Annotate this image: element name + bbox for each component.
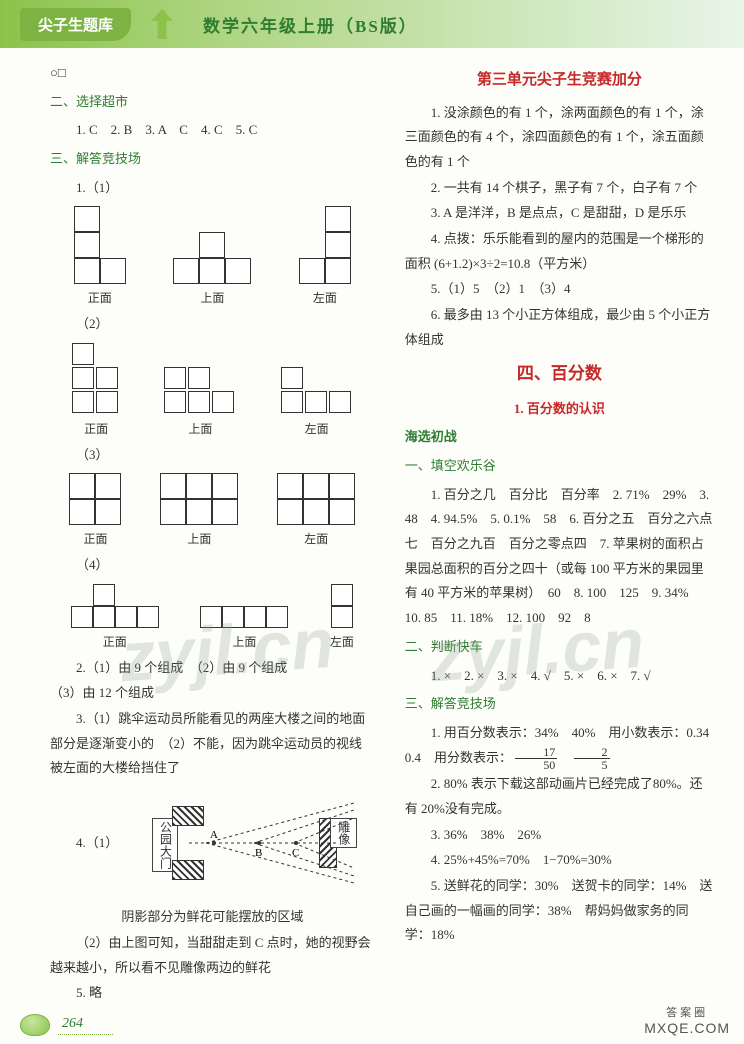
section-2-answers: 1. C 2. B 3. A C 4. C 5. C xyxy=(50,118,375,143)
f3d: 4. 25%+45%=70% 1−70%=30% xyxy=(405,848,714,873)
q2-line1: 2.（1）由 9 个组成 （2）由 9 个组成 xyxy=(50,656,375,681)
q1-4-label: （4） xyxy=(50,553,375,578)
diagram-4: 公园大门 雕像 A B C xyxy=(114,788,375,898)
r6: 6. 最多由 13 个小正方体组成，最少由 5 个小正方体组成 xyxy=(405,303,714,352)
frac-2: 25 xyxy=(574,746,610,771)
r4: 4. 点拨：乐乐能看到的屋内的范围是一个梯形的面积 (6+1.2)×3÷2=10… xyxy=(405,227,714,276)
right-column: 第三单元尖子生竞赛加分 1. 没涂颜色的有 1 个，涂两面颜色的有 1 个，涂三… xyxy=(405,60,714,1007)
corner-logo: 答案圈 MXQE.COM xyxy=(644,1004,730,1036)
q2-line2: （3）由 12 个组成 xyxy=(50,681,375,706)
shape-4-front: 正面 xyxy=(71,584,159,654)
shape-2-front: 正面 xyxy=(72,343,120,441)
judge-heading: 二、判断快车 xyxy=(405,635,714,660)
shape-4-top: 上面 xyxy=(200,606,288,654)
symbol-line: ○□ xyxy=(50,61,375,86)
f3b: 2. 80% 表示下载这部动画片已经完成了80%。还有 20%没有完成。 xyxy=(405,772,714,821)
unit4-sub: 1. 百分数的认识 xyxy=(405,397,714,422)
label-left-2: 左面 xyxy=(305,418,329,441)
r2: 2. 一共有 14 个棋子，黑子有 7 个，白子有 7 个 xyxy=(405,176,714,201)
q3-text: 3.（1）跳伞运动员所能看见的两座大楼之间的地面部分是逐渐变小的 （2）不能，因… xyxy=(50,707,375,781)
shapes-row-4: 正面 上面 左面 xyxy=(50,584,375,654)
label-left-3: 左面 xyxy=(304,528,328,551)
footer: 264 xyxy=(20,1014,113,1036)
shapes-row-3: 正面 上面 左面 xyxy=(50,473,375,551)
arrow-up-icon xyxy=(151,9,173,39)
left-column: ○□ 二、选择超市 1. C 2. B 3. A C 4. C 5. C 三、解… xyxy=(50,60,375,1007)
shape-3-left: 左面 xyxy=(277,473,355,551)
shape-3-top: 上面 xyxy=(160,473,238,551)
sight-lines: A B C xyxy=(114,788,394,898)
q1-label: 1.（1） xyxy=(50,176,375,201)
unit3-title: 第三单元尖子生竞赛加分 xyxy=(405,66,714,95)
label-front-3: 正面 xyxy=(83,528,107,551)
frac-1: 1750 xyxy=(515,746,557,771)
label-front-4: 正面 xyxy=(103,631,127,654)
fill-heading: 一、填空欢乐谷 xyxy=(405,454,714,479)
shape-1-front: 正面 xyxy=(74,206,126,310)
unit4-title: 四、百分数 xyxy=(405,358,714,390)
svg-text:B: B xyxy=(255,847,262,859)
shape-2-left: 左面 xyxy=(281,367,353,441)
shadow-caption: 阴影部分为鲜花可能摆放的区域 xyxy=(50,905,375,930)
shapes-row-1: 正面 上面 左面 xyxy=(50,206,375,310)
shape-2-top: 上面 xyxy=(164,367,236,441)
f3a: 1. 用百分数表示：34% 40% 用小数表示：0.34 0.4 用分数表示： … xyxy=(405,721,714,771)
q1-2-label: （2） xyxy=(50,312,375,337)
page-header: 尖子生题库 数学六年级上册（BS版） xyxy=(0,0,744,48)
svg-text:A: A xyxy=(210,829,218,841)
q4b-text: （2）由上图可知，当甜甜走到 C 点时，她的视野会越来越小，所以看不见雕像两边的… xyxy=(50,931,375,980)
r5: 5.（1）5 （2）1 （3）4 xyxy=(405,277,714,302)
page-number: 264 xyxy=(58,1016,113,1035)
r3: 3. A 是洋洋，B 是点点，C 是甜甜，D 是乐乐 xyxy=(405,201,714,226)
section-2-heading: 二、选择超市 xyxy=(50,90,375,115)
shape-4-left: 左面 xyxy=(330,584,354,654)
content-columns: ○□ 二、选择超市 1. C 2. B 3. A C 4. C 5. C 三、解… xyxy=(0,48,744,1007)
label-left-4: 左面 xyxy=(330,631,354,654)
svg-text:C: C xyxy=(292,847,299,859)
logo-en: MXQE.COM xyxy=(644,1020,730,1036)
f3a-text: 1. 用百分数表示：34% 40% 用小数表示：0.34 0.4 用分数表示： xyxy=(405,725,722,765)
judge-answers: 1. × 2. × 3. × 4. √ 5. × 6. × 7. √ xyxy=(405,664,714,689)
logo-cn: 答案圈 xyxy=(644,1004,730,1020)
fill-answers: 1. 百分之几 百分比 百分率 2. 71% 29% 3. 48 4. 94.5… xyxy=(405,483,714,631)
q1-3-label: （3） xyxy=(50,443,375,468)
solve-heading: 三、解答竞技场 xyxy=(405,692,714,717)
melon-icon xyxy=(20,1014,50,1036)
shape-1-left: 左面 xyxy=(299,206,351,310)
label-top-3: 上面 xyxy=(187,528,211,551)
f3e: 5. 送鲜花的同学：30% 送贺卡的同学：14% 送自己画的一幅画的同学：38%… xyxy=(405,874,714,948)
label-left: 左面 xyxy=(313,287,337,310)
label-front-2: 正面 xyxy=(84,418,108,441)
r1: 1. 没涂颜色的有 1 个，涂两面颜色的有 1 个，涂三面颜色的有 4 个，涂四… xyxy=(405,101,714,175)
header-tab: 尖子生题库 xyxy=(20,8,131,41)
haixuan-heading: 海选初战 xyxy=(405,425,714,450)
label-top-2: 上面 xyxy=(188,418,212,441)
label-top: 上面 xyxy=(200,287,224,310)
label-top-4: 上面 xyxy=(232,631,256,654)
shape-1-top: 上面 xyxy=(173,232,251,310)
q4-label: 4.（1） xyxy=(50,831,114,856)
label-front: 正面 xyxy=(88,287,112,310)
f3c: 3. 36% 38% 26% xyxy=(405,823,714,848)
shapes-row-2: 正面 上面 左面 xyxy=(50,343,375,441)
section-3-heading: 三、解答竞技场 xyxy=(50,147,375,172)
q5-text: 5. 略 xyxy=(50,981,375,1006)
shape-3-front: 正面 xyxy=(69,473,121,551)
header-title: 数学六年级上册（BS版） xyxy=(203,12,418,37)
